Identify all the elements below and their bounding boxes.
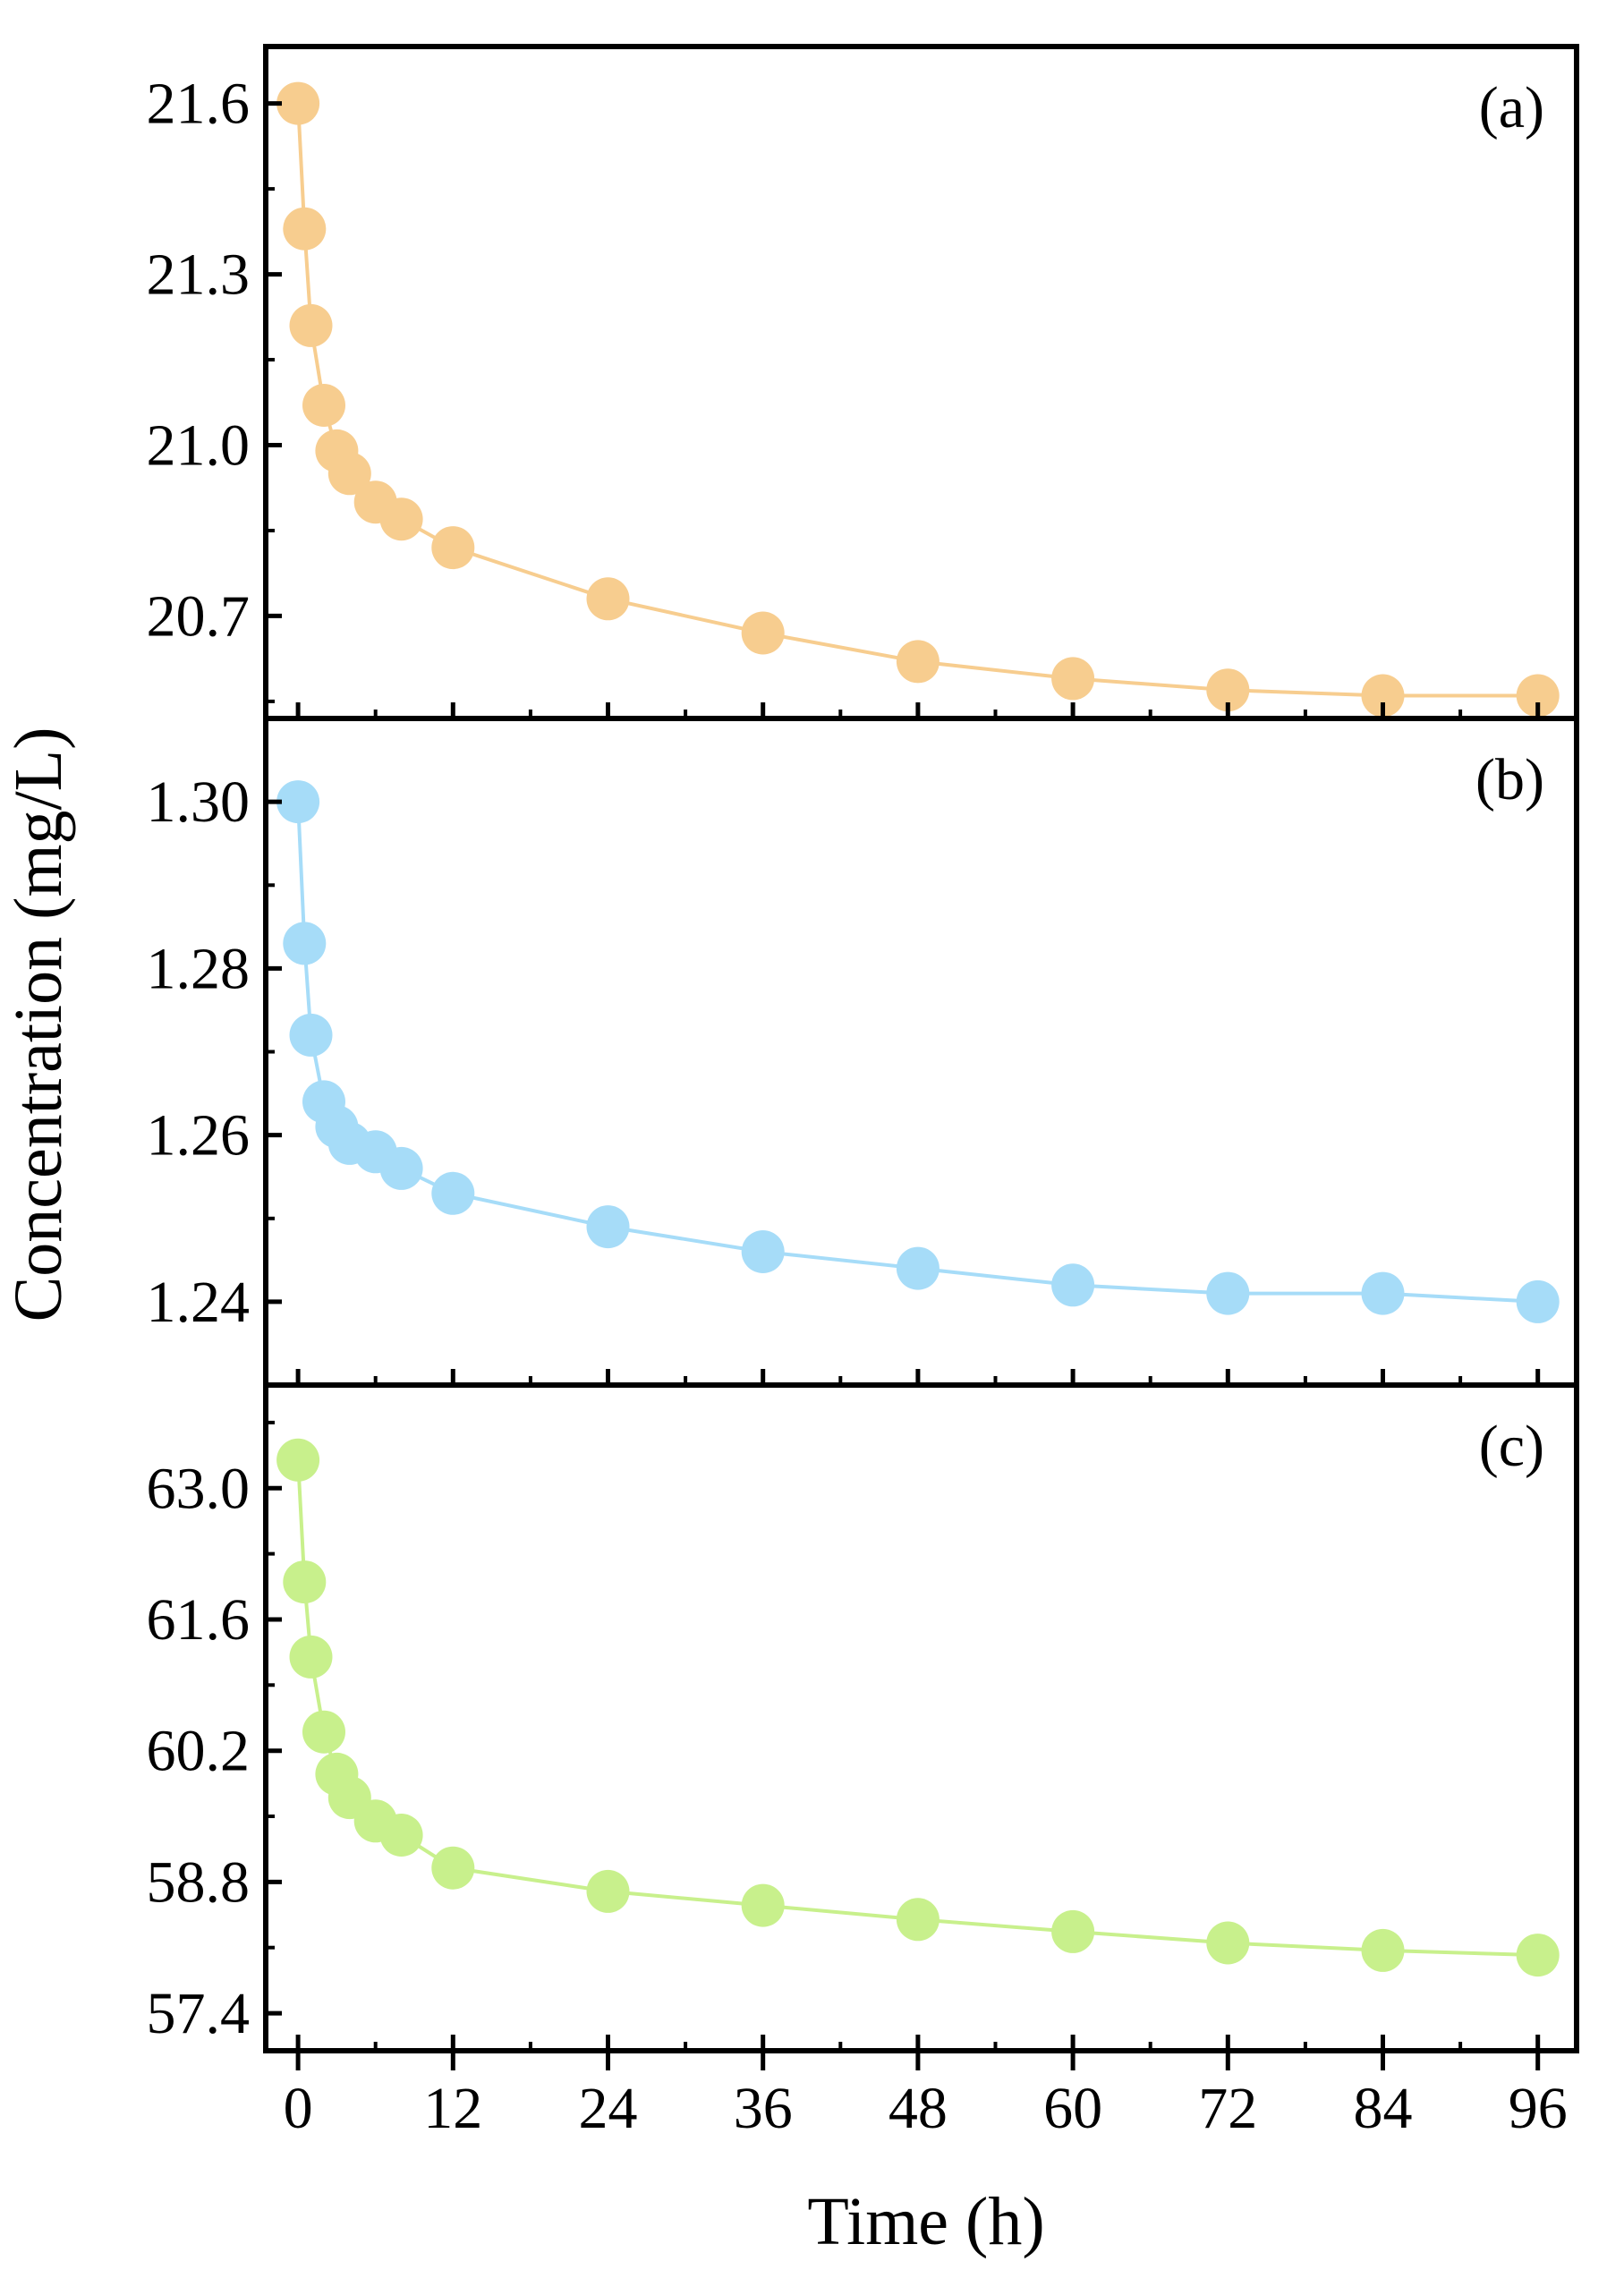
data-point: [431, 526, 475, 570]
y-tick-label: 21.3: [147, 242, 251, 308]
data-point: [302, 1710, 345, 1754]
data-point: [1516, 1934, 1560, 1977]
data-point: [896, 1246, 940, 1290]
data-point: [302, 384, 345, 427]
y-tick-label: 20.7: [147, 583, 251, 649]
panel-label: (b): [1475, 747, 1544, 812]
data-point: [283, 207, 327, 251]
data-point: [1516, 1279, 1560, 1323]
data-point: [283, 1560, 327, 1604]
series-line: [296, 1459, 1538, 1958]
x-tick-label: 96: [1509, 2076, 1568, 2141]
data-point: [1361, 1271, 1405, 1315]
panel-1: (a) 21.6 21.3 21.0 20.7: [147, 44, 1579, 721]
data-point: [1206, 668, 1250, 712]
y-axis-title: Concentration (mg/L): [1, 727, 76, 1322]
y-tick-label: 1.26: [147, 1103, 251, 1169]
data-point: [896, 640, 940, 684]
data-point: [586, 577, 630, 621]
x-axis-title: Time (h): [807, 2184, 1044, 2259]
data-point: [1361, 674, 1405, 718]
data-point: [1206, 1921, 1250, 1965]
data-point: [431, 1846, 475, 1890]
panel-label: (c): [1479, 1414, 1544, 1479]
y-tick-label: 1.30: [147, 769, 251, 835]
data-point: [276, 1438, 320, 1482]
x-tick-label: 48: [889, 2076, 948, 2141]
series-line: [296, 802, 1538, 1304]
y-tick-label: 58.8: [147, 1849, 251, 1915]
panel-frame: [263, 44, 1579, 721]
data-point: [276, 780, 320, 824]
data-point: [1516, 674, 1560, 718]
data-point: [1051, 657, 1095, 701]
data-point: [379, 1814, 423, 1857]
panel-label: (a): [1479, 75, 1544, 140]
y-tick-label: 60.2: [147, 1719, 251, 1784]
data-point: [741, 1230, 785, 1273]
panels-layer: (a) 21.6 21.3 21.0 20.7 (b) 1.30 1.28 1.26 1.24 (c…: [147, 44, 1579, 2053]
data-point: [586, 1205, 630, 1249]
y-tick-label: 57.4: [147, 1981, 251, 2046]
data-point: [289, 303, 333, 347]
data-point: [283, 922, 327, 965]
x-tick-label: 12: [423, 2076, 482, 2141]
y-tick-label: 1.28: [147, 936, 251, 1001]
x-tick-label: 60: [1043, 2076, 1102, 2141]
axes-layer: 0 12 24 36 48 60 72 84 96: [284, 2051, 1568, 2141]
x-tick-label: 0: [284, 2076, 313, 2141]
data-point: [586, 1869, 630, 1913]
data-point: [1361, 1928, 1405, 1972]
series-line: [296, 103, 1538, 698]
data-point: [431, 1171, 475, 1215]
y-tick-label: 21.6: [147, 72, 251, 137]
data-point: [1051, 1909, 1095, 1953]
data-point: [289, 1635, 333, 1679]
y-tick-label: 61.6: [147, 1587, 251, 1653]
x-tick-label: 36: [734, 2076, 793, 2141]
data-point: [379, 497, 423, 541]
data-point: [276, 81, 320, 125]
panel-frame: [263, 1382, 1579, 2053]
data-point: [1051, 1263, 1095, 1307]
data-point: [327, 452, 371, 496]
y-tick-label: 63.0: [147, 1456, 251, 1521]
panel-3: (c) 63.0 61.6 60.2 58.8 57.4: [147, 1382, 1579, 2053]
data-point: [1206, 1271, 1250, 1315]
data-point: [896, 1898, 940, 1942]
x-tick-label: 84: [1354, 2076, 1413, 2141]
data-point: [289, 1013, 333, 1057]
panel-2: (b) 1.30 1.28 1.26 1.24: [147, 716, 1579, 1388]
x-tick-label: 72: [1198, 2076, 1257, 2141]
data-point: [379, 1146, 423, 1190]
data-point: [741, 1883, 785, 1927]
x-tick-label: 24: [579, 2076, 638, 2141]
y-tick-label: 21.0: [147, 413, 251, 479]
y-tick-label: 1.24: [147, 1270, 251, 1335]
data-point: [741, 611, 785, 655]
